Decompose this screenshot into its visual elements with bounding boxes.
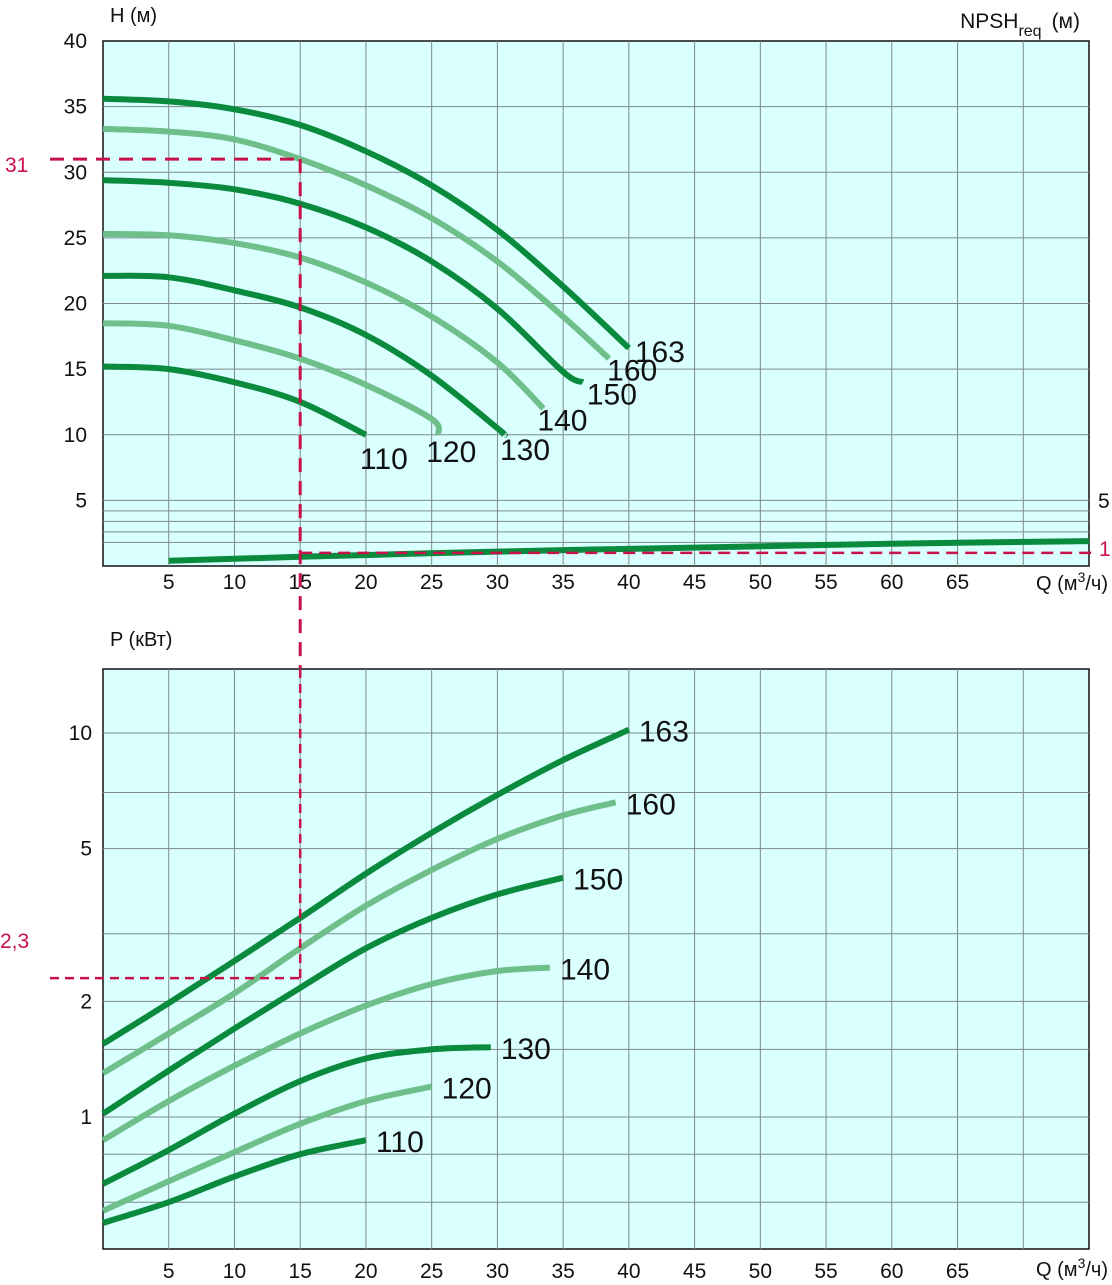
head-x-tick-label: 60 [880, 571, 903, 594]
head-y-tick-label: 30 [64, 161, 87, 184]
head-curve-label-120: 120 [426, 436, 476, 469]
power-x-tick-label: 5 [163, 1260, 175, 1283]
npsh-axis-unit: (м) [1052, 10, 1080, 33]
head-x-tick-label: 40 [617, 571, 640, 594]
head-curve-label-160: 160 [607, 355, 657, 388]
head-y-ticks: 5 10 15 20 25 30 35 40 [64, 30, 87, 512]
power-curve-label-160: 160 [626, 788, 676, 821]
npsh-right-tick: 5 [1098, 490, 1110, 513]
power-x-tick-label: 30 [486, 1260, 509, 1283]
npsh-axis-title: NPSHreq (м) [960, 10, 1080, 40]
power-x-tick-label: 25 [420, 1260, 443, 1283]
power-x-tick-label: 60 [880, 1260, 903, 1283]
power-curve-labels: 110 120 130 140 150 160 163 [376, 716, 689, 1160]
head-axis-title: H (м) [110, 5, 157, 27]
power-x-tick-label: 15 [289, 1260, 312, 1283]
power-reference-lines [50, 669, 302, 980]
head-curve-110 [102, 363, 368, 438]
head-curve-130 [102, 272, 508, 438]
head-curve-label-110: 110 [360, 443, 408, 476]
head-x-tick-label: 20 [354, 571, 377, 594]
power-x-tick-label: 35 [551, 1260, 574, 1283]
npsh-axis-sub: req [1018, 23, 1041, 40]
power-curve-label-120: 120 [442, 1073, 492, 1106]
power-x-tick-label: 65 [946, 1260, 969, 1283]
power-curve-163 [101, 726, 631, 1047]
head-y-tick-label: 15 [64, 358, 87, 381]
power-x-tick-label: 20 [354, 1260, 377, 1283]
head-y-tick-label: 35 [64, 96, 87, 119]
head-reference-lines [50, 157, 1097, 555]
power-y-tick-label: 10 [69, 722, 92, 745]
power-grid [103, 669, 1089, 1249]
head-x-axis-end: /ч) [1085, 573, 1108, 595]
power-curve-120 [101, 1083, 433, 1214]
head-grid [103, 41, 1089, 566]
power-curve-110 [102, 1137, 367, 1226]
reference-power-label: 2,3 [0, 930, 29, 953]
head-x-tick-label: 30 [486, 571, 509, 594]
power-x-axis-end: /ч) [1085, 1259, 1108, 1281]
head-x-tick-label: 45 [683, 571, 706, 594]
power-curve-150 [101, 874, 564, 1117]
power-curve-130 [101, 1044, 491, 1187]
head-curve-120 [102, 320, 443, 436]
power-x-axis-main: Q (м [1036, 1259, 1078, 1281]
power-y-tick-label: 5 [80, 838, 92, 861]
head-x-tick-label: 65 [946, 571, 969, 594]
head-x-tick-label: 50 [749, 571, 772, 594]
power-curve-140 [101, 964, 551, 1143]
power-y-tick-label: 2 [80, 990, 92, 1013]
power-curve-label-130: 130 [501, 1033, 551, 1066]
npsh-axis-main: NPSH [960, 10, 1018, 33]
power-curve-160 [101, 799, 617, 1076]
head-y-tick-label: 40 [64, 30, 87, 53]
power-curve-label-150: 150 [573, 864, 623, 897]
head-curve-140 [102, 230, 546, 411]
head-y-tick-label: 20 [64, 293, 87, 316]
power-y-ticks: 1 2 5 10 [69, 722, 92, 1129]
power-axis-title: P (кВт) [110, 629, 172, 651]
power-x-ticks: 5 10 15 20 25 30 35 40 45 50 55 60 65 [163, 1260, 969, 1283]
head-x-tick-label: 10 [223, 571, 246, 594]
head-curve-160 [102, 125, 612, 361]
head-y-tick-label: 25 [64, 227, 87, 250]
power-y-tick-label: 1 [80, 1106, 92, 1129]
power-curve-label-110: 110 [376, 1126, 424, 1159]
head-curve-label-150: 150 [587, 378, 637, 411]
power-x-tick-label: 50 [749, 1260, 772, 1283]
head-curve-label-130: 130 [500, 434, 550, 467]
head-y-tick-label: 5 [75, 489, 87, 512]
power-x-axis-title: Q (м3/ч) [1036, 1255, 1108, 1281]
power-x-tick-label: 10 [223, 1260, 246, 1283]
reference-head-label: 31 [5, 154, 28, 177]
power-x-tick-label: 40 [617, 1260, 640, 1283]
reference-npsh-label: 1 [1099, 538, 1111, 561]
head-x-axis-main: Q (м [1036, 573, 1078, 595]
power-curve-label-163: 163 [639, 716, 689, 749]
head-x-axis-sup: 3 [1078, 569, 1086, 585]
head-curve-150 [102, 177, 585, 386]
head-x-tick-label: 55 [814, 571, 837, 594]
power-curve-label-140: 140 [560, 954, 610, 987]
head-curve-163 [102, 95, 631, 351]
head-curve-label-163: 163 [635, 336, 685, 369]
head-x-axis-title: Q (м3/ч) [1036, 569, 1108, 595]
power-x-tick-label: 55 [814, 1260, 837, 1283]
head-x-tick-label: 5 [163, 571, 175, 594]
head-curve-label-140: 140 [537, 405, 587, 438]
power-curves [101, 726, 631, 1226]
power-x-tick-label: 45 [683, 1260, 706, 1283]
head-y-tick-label: 10 [64, 424, 87, 447]
power-x-axis-sup: 3 [1078, 1255, 1086, 1271]
head-x-tick-label: 35 [551, 571, 574, 594]
head-x-tick-label: 25 [420, 571, 443, 594]
power-plot-area [102, 668, 1090, 1250]
